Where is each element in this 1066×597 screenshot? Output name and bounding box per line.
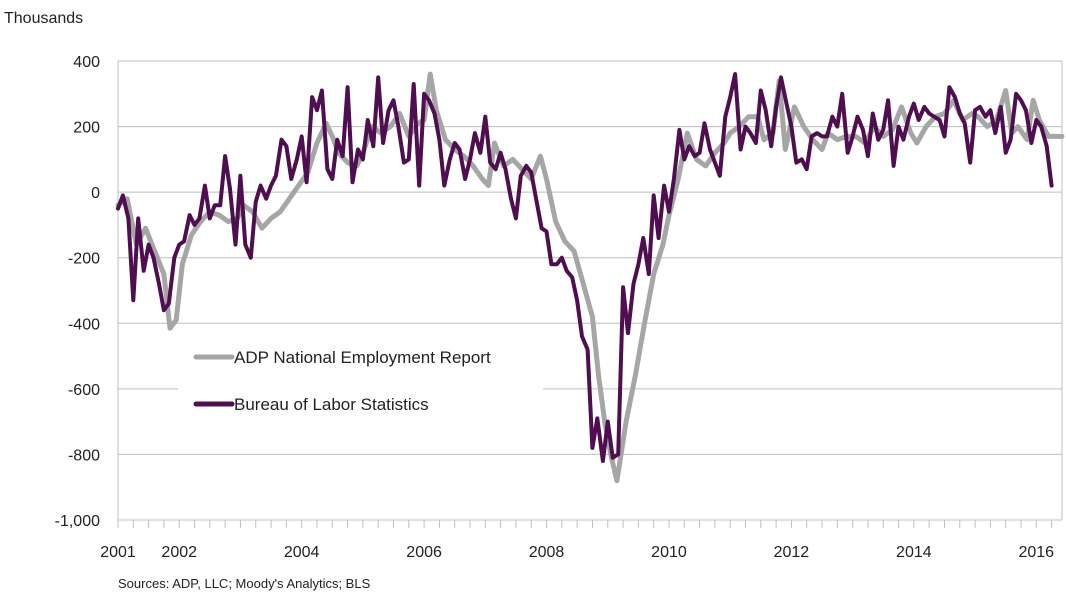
legend-background xyxy=(178,337,543,427)
gridlines xyxy=(118,60,1063,520)
x-tick-label: 2012 xyxy=(774,544,810,561)
x-tick-labels: 2001 2002 2004 2006 2008 2010 2012 2014 2016 xyxy=(100,544,1054,561)
y-tick-label: -200 xyxy=(68,251,100,268)
legend-label-bls: Bureau of Labor Statistics xyxy=(234,395,429,414)
x-tick-label: 2010 xyxy=(651,544,687,561)
x-tick-label: 2004 xyxy=(284,544,320,561)
y-tick-label: 200 xyxy=(73,120,100,137)
x-tick-label: 2016 xyxy=(1018,544,1054,561)
source-note: Sources: ADP, LLC; Moody's Analytics; BL… xyxy=(118,576,371,591)
x-tick-label: 2008 xyxy=(529,544,565,561)
legend-label-adp: ADP National Employment Report xyxy=(234,348,491,367)
series-line-adp xyxy=(115,71,1065,484)
y-tick-labels: 400 200 0 -200 -400 -600 -800 -1,000 xyxy=(55,54,100,530)
x-tick-label: 2002 xyxy=(161,544,197,561)
y-tick-label: -1,000 xyxy=(55,513,100,530)
x-tick-label: 2006 xyxy=(406,544,442,561)
series-lines xyxy=(115,71,1065,484)
axes xyxy=(117,61,1062,528)
y-unit-label: Thousands xyxy=(4,10,83,27)
legend: ADP National Employment Report Bureau of… xyxy=(178,337,543,427)
y-tick-label: -800 xyxy=(68,447,100,464)
series-line-bls xyxy=(116,72,1054,463)
y-tick-label: 400 xyxy=(73,54,100,71)
x-tick-label: 2014 xyxy=(896,544,932,561)
y-tick-label: -400 xyxy=(68,316,100,333)
y-tick-label: -600 xyxy=(68,382,100,399)
x-tick-label: 2001 xyxy=(100,544,136,561)
y-tick-label: 0 xyxy=(91,185,100,202)
